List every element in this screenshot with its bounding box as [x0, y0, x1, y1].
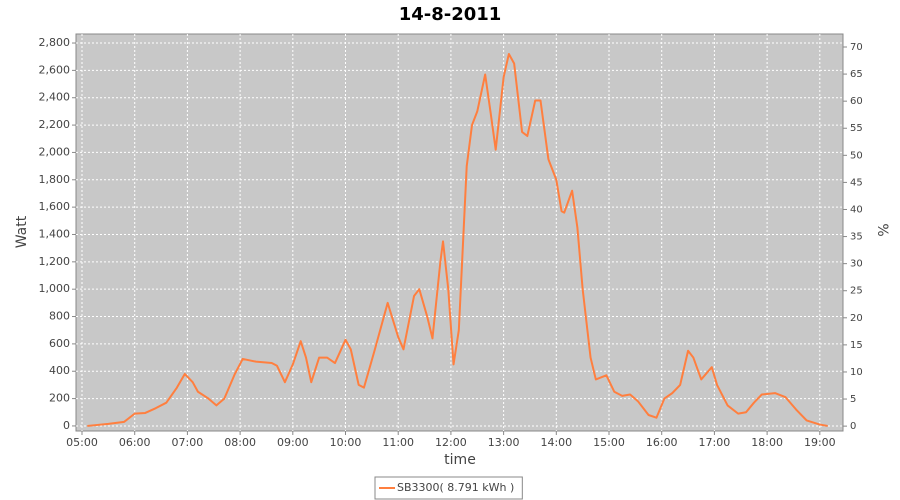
- legend-label: SB3300( 8.791 kWh ): [397, 481, 514, 494]
- data-line: [87, 52, 828, 427]
- x-tick-label: 16:00: [646, 436, 678, 449]
- plot-area: [75, 33, 844, 432]
- y-tick-label: 1,200: [39, 255, 71, 268]
- y-tick-label: 1,600: [39, 200, 71, 213]
- y-tick-label: 800: [49, 310, 70, 323]
- x-tick-label: 07:00: [172, 436, 204, 449]
- y2-tick-label: 60: [850, 96, 863, 107]
- x-tick-label: 19:00: [804, 436, 836, 449]
- x-tick-label: 15:00: [593, 436, 625, 449]
- y-tick-label: 1,800: [39, 173, 71, 186]
- y-tick-label: 2,800: [39, 36, 71, 49]
- y2-axis-label: %: [874, 223, 890, 236]
- x-tick-label: 09:00: [277, 436, 309, 449]
- x-tick-label: 17:00: [699, 436, 731, 449]
- y2-tick-label: 0: [850, 421, 856, 432]
- y-tick-label: 1,000: [39, 282, 71, 295]
- y-tick-label: 1,400: [39, 227, 71, 240]
- x-tick-label: 05:00: [66, 436, 98, 449]
- y2-tick-label: 35: [850, 232, 863, 243]
- x-tick-label: 11:00: [382, 436, 414, 449]
- chart-title: 14-8-2011: [399, 4, 502, 25]
- x-tick-label: 06:00: [119, 436, 151, 449]
- y2-tick-label: 65: [850, 69, 863, 80]
- y-tick-label: 2,600: [39, 63, 71, 76]
- y2-tick-label: 10: [850, 367, 863, 378]
- y-tick-label: 0: [63, 419, 70, 432]
- y2-tick-label: 15: [850, 340, 863, 351]
- y2-tick-label: 5: [850, 394, 856, 405]
- x-axis-label: time: [444, 452, 476, 468]
- y2-tick-label: 20: [850, 313, 863, 324]
- y-tick-label: 400: [49, 364, 70, 377]
- x-tick-label: 18:00: [751, 436, 783, 449]
- x-tick-label: 12:00: [435, 436, 467, 449]
- x-tick-label: 10:00: [330, 436, 362, 449]
- y2-tick-label: 55: [850, 123, 863, 134]
- x-tick-label: 08:00: [224, 436, 256, 449]
- y-axis-label: Watt: [14, 215, 30, 248]
- y2-tick-label: 50: [850, 150, 863, 161]
- legend-box: [374, 476, 523, 500]
- y-tick-label: 2,200: [39, 118, 71, 131]
- x-tick-label: 13:00: [488, 436, 520, 449]
- y-tick-label: 2,000: [39, 145, 71, 158]
- y-tick-label: 2,400: [39, 91, 71, 104]
- y2-tick-label: 25: [850, 286, 863, 297]
- y-tick-label: 200: [49, 392, 70, 405]
- y2-tick-label: 45: [850, 177, 863, 188]
- x-tick-label: 14:00: [540, 436, 572, 449]
- y2-tick-label: 70: [850, 42, 863, 53]
- y2-tick-label: 40: [850, 204, 863, 215]
- y-tick-label: 600: [49, 337, 70, 350]
- y2-tick-label: 30: [850, 259, 863, 270]
